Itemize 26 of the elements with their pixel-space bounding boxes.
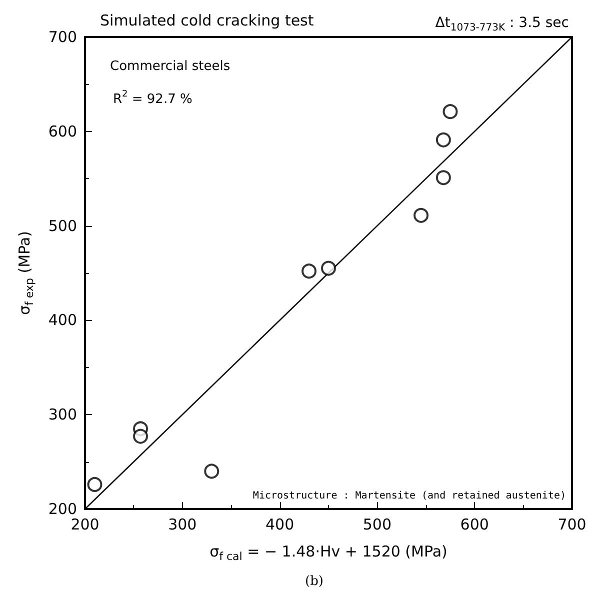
y-tick-label: 700	[48, 28, 77, 46]
point	[302, 264, 317, 279]
point	[442, 104, 458, 120]
point	[321, 260, 336, 276]
y-tick-label: 200	[48, 500, 77, 518]
y-tick-label: 400	[48, 311, 77, 330]
x-tick-label: 200	[70, 516, 100, 534]
x-tick-label: 300	[168, 516, 197, 534]
point	[133, 428, 148, 444]
annotation: Commercial steels	[110, 59, 230, 74]
point	[204, 464, 220, 479]
x-tick-label: 400	[265, 516, 294, 534]
y-axis-title: σf exp (MPa)	[16, 231, 36, 315]
x-tick-label: 600	[460, 516, 489, 534]
y-tick-label: 600	[48, 122, 77, 140]
y-tick-label: 300	[48, 406, 77, 424]
point	[436, 132, 451, 148]
point	[436, 170, 451, 186]
chart-title: Simulated cold cracking test	[100, 12, 314, 30]
x-tick-label: 700	[558, 516, 586, 534]
text: (b)	[305, 574, 324, 589]
point	[414, 208, 429, 223]
x-tick-label: 500	[362, 516, 392, 534]
y-tick-label: 500	[48, 216, 77, 235]
annotation: Microstructure : Martensite (and retained austenite)	[252, 490, 566, 502]
point	[87, 476, 102, 492]
